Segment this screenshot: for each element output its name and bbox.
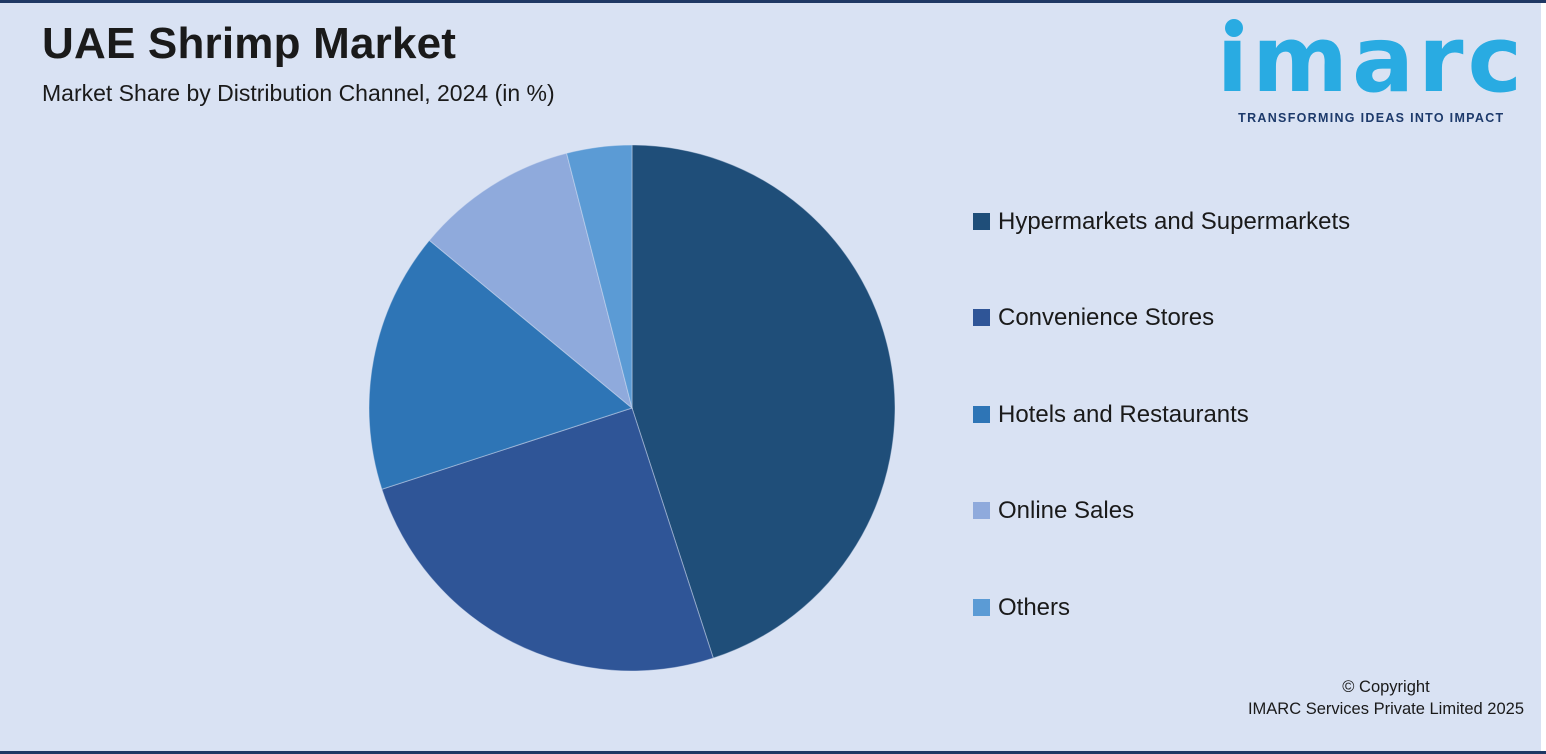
legend-label: Hypermarkets and Supermarkets <box>998 207 1351 235</box>
imarc-logo-tagline: TRANSFORMING IDEAS INTO IMPACT <box>1238 111 1505 125</box>
pie-slice-3 <box>369 239 634 490</box>
chart-subtitle: Market Share by Distribution Channel, 20… <box>42 80 555 106</box>
legend-item: Others <box>973 592 1070 623</box>
legend-label: Convenience Stores <box>998 303 1215 331</box>
legend-label: Others <box>998 593 1071 621</box>
pie-slices-group <box>369 145 895 671</box>
legend-item: Hypermarkets and Supermarkets <box>973 206 1350 237</box>
pie-chart <box>369 145 895 671</box>
header: UAE Shrimp Market Market Share by Distri… <box>42 22 555 106</box>
pie-slice-1 <box>631 145 895 659</box>
copyright-line2: IMARC Services Private Limited 2025 <box>1247 700 1524 719</box>
legend-swatch-hypermarkets <box>973 213 990 230</box>
legend-label: Hotels and Restaurants <box>998 400 1249 428</box>
chart-title: UAE Shrimp Market <box>42 19 457 68</box>
imarc-logo: ımarc TRANSFORMING IDEAS INTO IMPACT <box>1217 14 1526 126</box>
pie-slice-2 <box>381 407 714 671</box>
copyright-line1: © Copyright <box>1342 678 1430 696</box>
legend-swatch-convenience <box>973 309 990 326</box>
imarc-logo-wordmark: ımarc <box>1217 14 1526 106</box>
top-border <box>0 0 1546 3</box>
bottom-border <box>0 751 1546 754</box>
legend-swatch-hotels <box>973 406 990 423</box>
legend-swatch-online <box>973 502 990 519</box>
pie-slice-4 <box>428 152 633 410</box>
legend-item: Online Sales <box>973 495 1134 526</box>
pie-slice-5 <box>565 145 633 409</box>
legend-item: Hotels and Restaurants <box>973 399 1249 430</box>
legend-item: Convenience Stores <box>973 302 1214 333</box>
copyright-notice: © Copyright IMARC Services Private Limit… <box>1248 676 1524 721</box>
imarc-logo-text: ımarc <box>1216 6 1526 113</box>
right-margin <box>1541 3 1546 751</box>
imarc-logo-dot-icon <box>1224 19 1243 37</box>
legend-label: Online Sales <box>998 496 1135 524</box>
legend-swatch-others <box>973 599 990 616</box>
